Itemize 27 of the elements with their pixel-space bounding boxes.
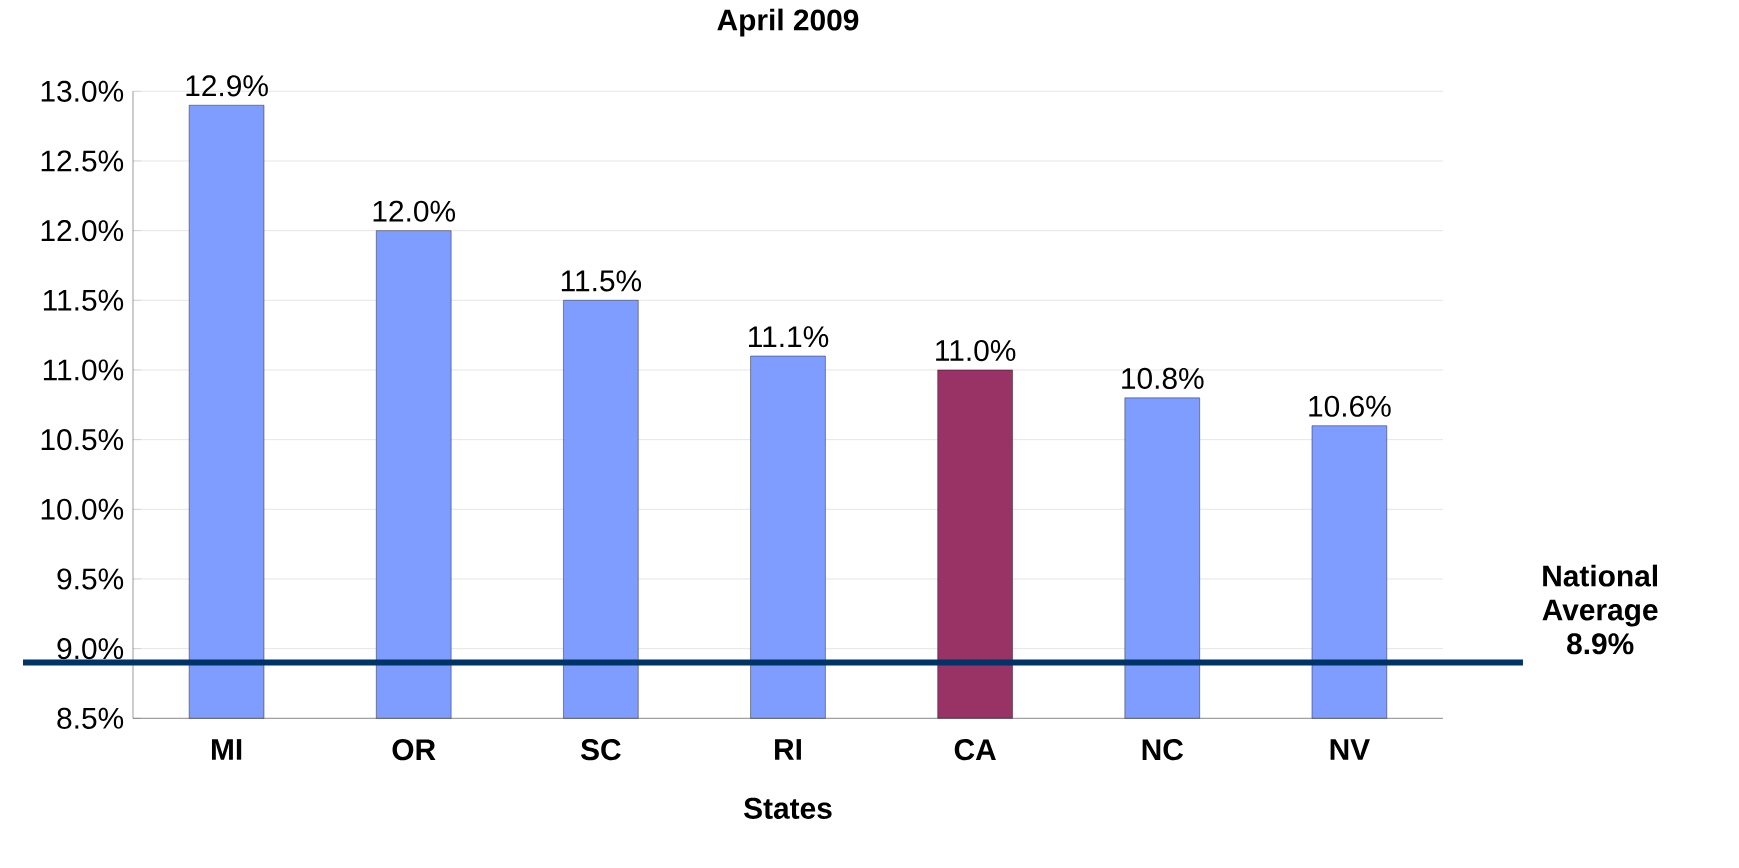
data-label: 10.8% [1122,367,1204,389]
x-tick-label: NC [1142,738,1184,761]
y-tick-label: 10.5% [41,428,124,451]
y-tick-label: 9.5% [57,568,124,590]
data-label: 12.9% [186,75,268,97]
ref-line-label: National Average 8.9% [1542,564,1658,655]
chart-title: April 2009 [717,8,859,37]
x-tick-label: SC [580,738,621,761]
x-tick-label: CA [954,738,996,761]
data-label: 11.1% [749,326,829,348]
data-label: 10.6% [1309,395,1391,417]
y-tick-label: 9.0% [57,637,124,660]
y-tick-label: 11.0% [43,359,124,381]
x-tick-label: OR [392,738,436,761]
data-label: 12.0% [373,200,456,222]
data-label: 11.5% [561,270,642,292]
y-tick-label: 11.5% [43,289,124,311]
y-tick-label: 10.0% [41,498,124,520]
y-tick-label: 12.0% [41,219,124,242]
x-tick-label: MI [211,738,242,760]
x-axis-title: States [743,797,832,819]
y-tick-label: 13.0% [41,80,124,102]
data-label: 11.0% [936,339,1016,361]
y-tick-label: 12.5% [41,150,124,172]
x-tick-label: RI [775,738,801,760]
x-tick-label: NV [1330,738,1370,760]
y-tick-label: 8.5% [57,707,124,729]
